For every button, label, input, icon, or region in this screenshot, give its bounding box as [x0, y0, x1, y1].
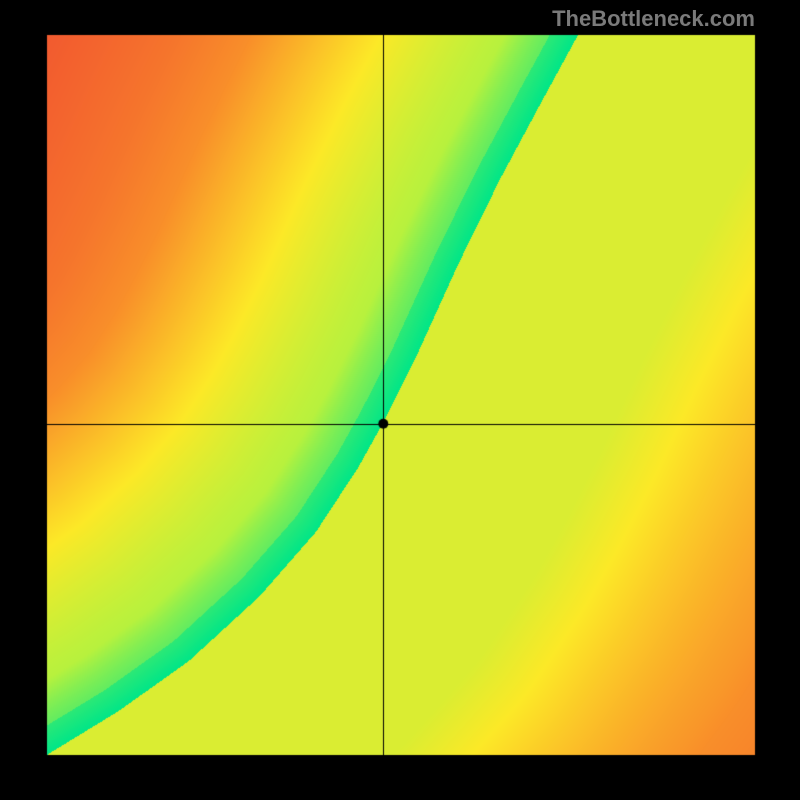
- watermark-text: TheBottleneck.com: [552, 6, 755, 32]
- chart-container: { "canvas": { "width": 800, "height": 80…: [0, 0, 800, 800]
- bottleneck-heatmap: [0, 0, 800, 800]
